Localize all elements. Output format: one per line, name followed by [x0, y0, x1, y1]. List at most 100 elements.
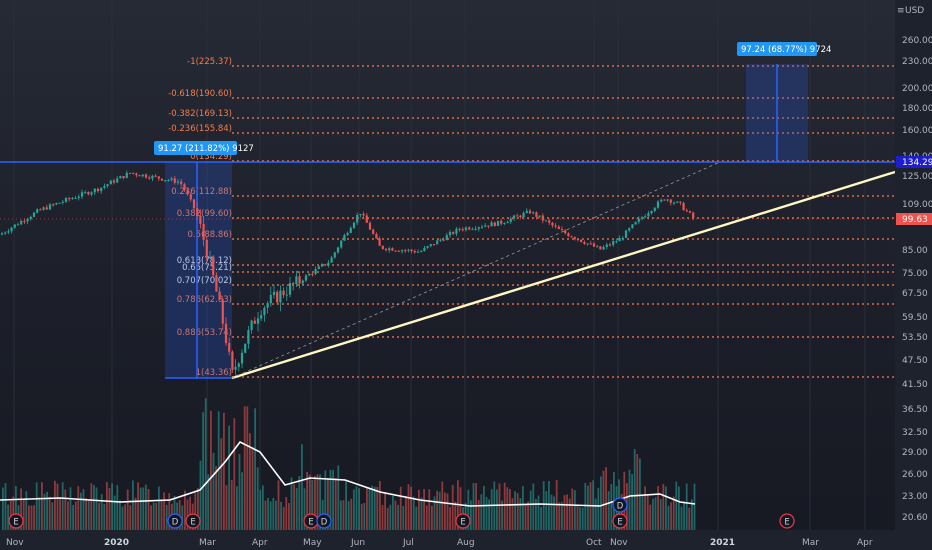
price-tick: 29.00 — [902, 448, 928, 458]
candle-body — [340, 240, 343, 248]
volume-bar — [454, 501, 457, 530]
volume-bar — [152, 502, 155, 530]
candle-body — [420, 251, 423, 253]
volume-bar — [236, 486, 238, 530]
volume-bar — [379, 481, 381, 530]
candle-body — [416, 251, 420, 253]
candle-body — [215, 275, 218, 292]
candle-body — [506, 221, 509, 224]
candle-body — [384, 248, 388, 251]
candle-body — [301, 280, 304, 284]
volume-bar — [483, 486, 485, 530]
candle-body — [144, 174, 148, 178]
volume-bar — [488, 499, 490, 530]
candle-body — [87, 192, 90, 195]
volume-bar — [509, 488, 511, 530]
fib-level-label: 1(43.36) — [196, 368, 232, 378]
candle-body — [349, 227, 352, 233]
candle-body — [42, 207, 45, 210]
volume-bar — [303, 488, 306, 530]
candle-body — [480, 226, 484, 228]
volume-bar — [350, 498, 353, 530]
volume-bar — [69, 487, 72, 530]
volume-bar — [342, 500, 345, 530]
candle-body — [314, 268, 317, 274]
volume-bar — [394, 500, 397, 530]
volume-bar — [574, 490, 576, 530]
price-tick: 20.60 — [902, 513, 928, 523]
volume-bar — [376, 486, 379, 530]
price-tick: 41.50 — [902, 380, 928, 390]
volume-bar — [74, 501, 77, 530]
candle-body — [522, 212, 525, 218]
candle-body — [397, 250, 400, 252]
volume-bar — [225, 485, 228, 530]
volume-bar — [431, 505, 433, 530]
volume-bar — [683, 501, 685, 530]
volume-bar — [418, 489, 420, 530]
volume-bar — [314, 476, 316, 530]
candle-body — [269, 295, 272, 304]
volume-bar — [186, 499, 189, 530]
candle-body — [640, 217, 644, 219]
candle-body — [260, 315, 263, 319]
candle-body — [672, 202, 676, 204]
candle-body — [500, 220, 503, 224]
volume-bar — [670, 502, 672, 530]
volume-bar — [119, 500, 121, 530]
volume-bar — [451, 485, 454, 530]
candle-body — [304, 275, 308, 281]
volume-bar — [665, 486, 667, 530]
candle-body — [359, 213, 362, 216]
price-tick: 32.50 — [902, 428, 928, 438]
volume-bar — [529, 490, 532, 530]
volume-bar — [470, 500, 472, 530]
volume-bar — [264, 500, 267, 530]
volume-bar — [568, 498, 571, 530]
volume-bar — [410, 486, 412, 530]
candle-body — [567, 233, 570, 237]
volume-bar — [688, 507, 691, 530]
volume-bar — [389, 504, 392, 530]
candle-body — [346, 232, 349, 235]
candle-body — [183, 184, 186, 191]
candle-body — [404, 250, 407, 252]
volume-bar — [345, 481, 347, 530]
candle-body — [266, 303, 269, 308]
candle-body — [525, 210, 528, 213]
volume-bar — [579, 507, 581, 530]
volume-bar — [610, 484, 613, 530]
volume-bar — [145, 484, 147, 530]
volume-bar — [41, 482, 43, 530]
candle-body — [372, 229, 375, 234]
fib-level-label: 0.707(70.02) — [177, 276, 232, 286]
volume-bar — [87, 499, 90, 530]
candle-body — [596, 246, 599, 248]
volume-bar — [527, 501, 529, 530]
candle-body — [282, 290, 285, 296]
candle-body — [132, 172, 135, 174]
volume-bar — [111, 483, 113, 530]
volume-bar — [204, 398, 207, 530]
candle-body — [308, 273, 311, 276]
candle-body — [576, 239, 580, 241]
candle-body — [564, 230, 567, 234]
candle-body — [461, 229, 464, 231]
volume-bar — [121, 506, 124, 530]
volume-bar — [353, 489, 355, 530]
candle-body — [410, 249, 413, 252]
candle-body — [109, 180, 112, 185]
volume-bar — [386, 507, 389, 530]
volume-bar — [446, 493, 449, 530]
volume-bar — [64, 489, 67, 530]
volume-bar — [532, 483, 535, 530]
candle-body — [0, 233, 4, 235]
menu-icon: ≡ — [897, 6, 905, 16]
candle-body — [679, 201, 682, 203]
candle-body — [548, 220, 551, 223]
candle-body — [247, 330, 250, 344]
candle-body — [685, 210, 688, 212]
volume-bar — [511, 498, 514, 530]
volume-bar — [160, 499, 163, 530]
